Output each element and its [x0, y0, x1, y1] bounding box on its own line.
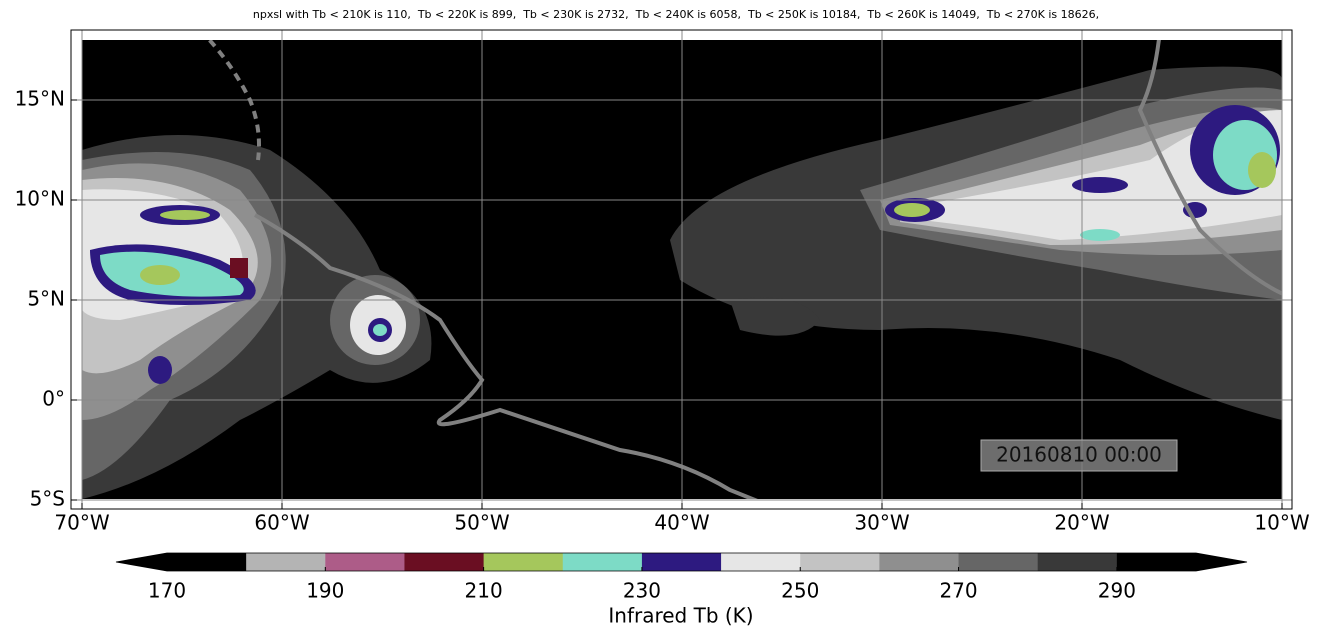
cloud-field [82, 40, 1282, 499]
x-tick-label: 60°W [254, 511, 309, 535]
colorbar-box [1037, 553, 1118, 571]
colorbar-box [167, 553, 247, 571]
x-tick-label: 20°W [1054, 511, 1109, 535]
x-tick-label: 50°W [454, 511, 509, 535]
colorbar-tick-label: 250 [781, 579, 819, 603]
x-tick-label: 30°W [854, 511, 909, 535]
x-tick-label: 40°W [654, 511, 709, 535]
cloud-shade [730, 297, 820, 336]
cloud-core [148, 356, 172, 384]
colorbar-label: Infrared Tb (K) [608, 604, 753, 628]
timestamp-box [980, 439, 1178, 472]
colorbar-tick-label: 270 [939, 579, 977, 603]
coastline [1137, 40, 1282, 296]
y-tick-label: 5°N [27, 287, 65, 311]
timestamp: 20160810 00:00 [996, 443, 1162, 467]
title: npxsl with Tb < 210K is 110, Tb < 220K i… [253, 8, 1099, 21]
colorbar-tick-label: 230 [623, 579, 661, 603]
colorbar-tick-label: 190 [306, 579, 344, 603]
colorbar-box [958, 553, 1039, 571]
colorbar-box [404, 553, 485, 571]
cloud-core [373, 324, 387, 336]
colorbar-outline [115, 552, 1248, 572]
colorbar-box [800, 553, 880, 571]
colorbar-box [641, 553, 722, 571]
cloud-core [1080, 229, 1120, 241]
cloud-core [160, 210, 210, 220]
y-tick-label: 5°S [30, 487, 65, 511]
x-tick-label: 10°W [1254, 511, 1309, 535]
cloud-core [1072, 177, 1128, 193]
y-tick-label: 10°N [15, 187, 65, 211]
colorbar-over [1196, 553, 1247, 571]
colorbar-box [325, 553, 405, 571]
cloud-core [140, 265, 180, 285]
colorbar-box [246, 553, 326, 571]
cloud-core [1248, 152, 1276, 188]
cloud-core [894, 203, 930, 217]
x-tick-label: 70°W [54, 511, 109, 535]
colorbar-tick-label: 210 [465, 579, 503, 603]
colorbar-tick-label: 170 [148, 579, 186, 603]
colorbar-tick-label: 290 [1098, 579, 1136, 603]
coastline [254, 213, 758, 499]
colorbar-box [483, 553, 564, 571]
colorbar-box [1116, 553, 1197, 571]
colorbar-box [879, 553, 960, 571]
colorbar-under [116, 553, 167, 571]
cloud-core [230, 258, 248, 278]
y-tick-label: 0° [42, 387, 65, 411]
colorbar-box [562, 553, 643, 571]
colorbar-box [721, 553, 801, 571]
y-tick-label: 15°N [15, 87, 65, 111]
